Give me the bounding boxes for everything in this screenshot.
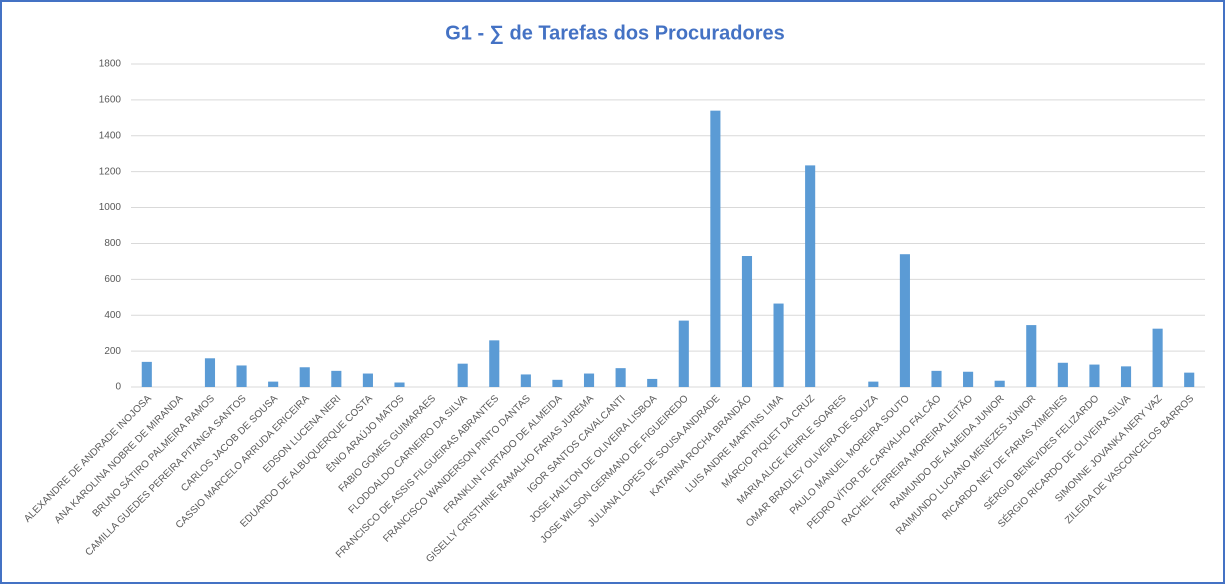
bar (1089, 364, 1100, 387)
bar (394, 382, 405, 387)
bar (204, 358, 216, 387)
bar (994, 380, 1005, 387)
bar (362, 373, 373, 387)
bar (678, 320, 689, 387)
bar (489, 340, 500, 387)
bar (299, 367, 310, 387)
y-tick-label: 800 (104, 238, 121, 249)
bar (331, 370, 342, 387)
bar (1120, 366, 1132, 387)
bar (963, 371, 974, 387)
y-tick-label: 200 (104, 346, 121, 357)
bar (457, 363, 468, 387)
bar (1152, 328, 1163, 387)
bar (268, 381, 279, 387)
bar (647, 378, 658, 387)
bar (615, 368, 626, 387)
bar (1057, 362, 1068, 387)
y-tick-label: 0 (115, 382, 121, 393)
bar (710, 110, 721, 388)
bar (899, 254, 910, 387)
chart-title: G1 - ∑ de Tarefas dos Procuradores (445, 22, 785, 44)
bar (805, 165, 816, 387)
bar (931, 370, 942, 387)
bar (773, 303, 784, 387)
bar (552, 379, 563, 387)
bar (141, 361, 152, 387)
y-tick-label: 600 (104, 274, 121, 285)
bar (583, 373, 595, 387)
bar (1026, 325, 1037, 387)
y-tick-label: 1000 (99, 202, 122, 213)
y-tick-label: 1800 (99, 59, 122, 70)
y-tick-label: 1200 (99, 166, 122, 177)
y-tick-label: 1600 (99, 95, 122, 106)
bar (868, 381, 879, 387)
bar (1184, 372, 1195, 387)
bar (520, 374, 531, 387)
bar (741, 256, 753, 387)
bar (236, 365, 247, 387)
y-tick-label: 1400 (99, 130, 122, 141)
y-tick-label: 400 (104, 310, 121, 321)
